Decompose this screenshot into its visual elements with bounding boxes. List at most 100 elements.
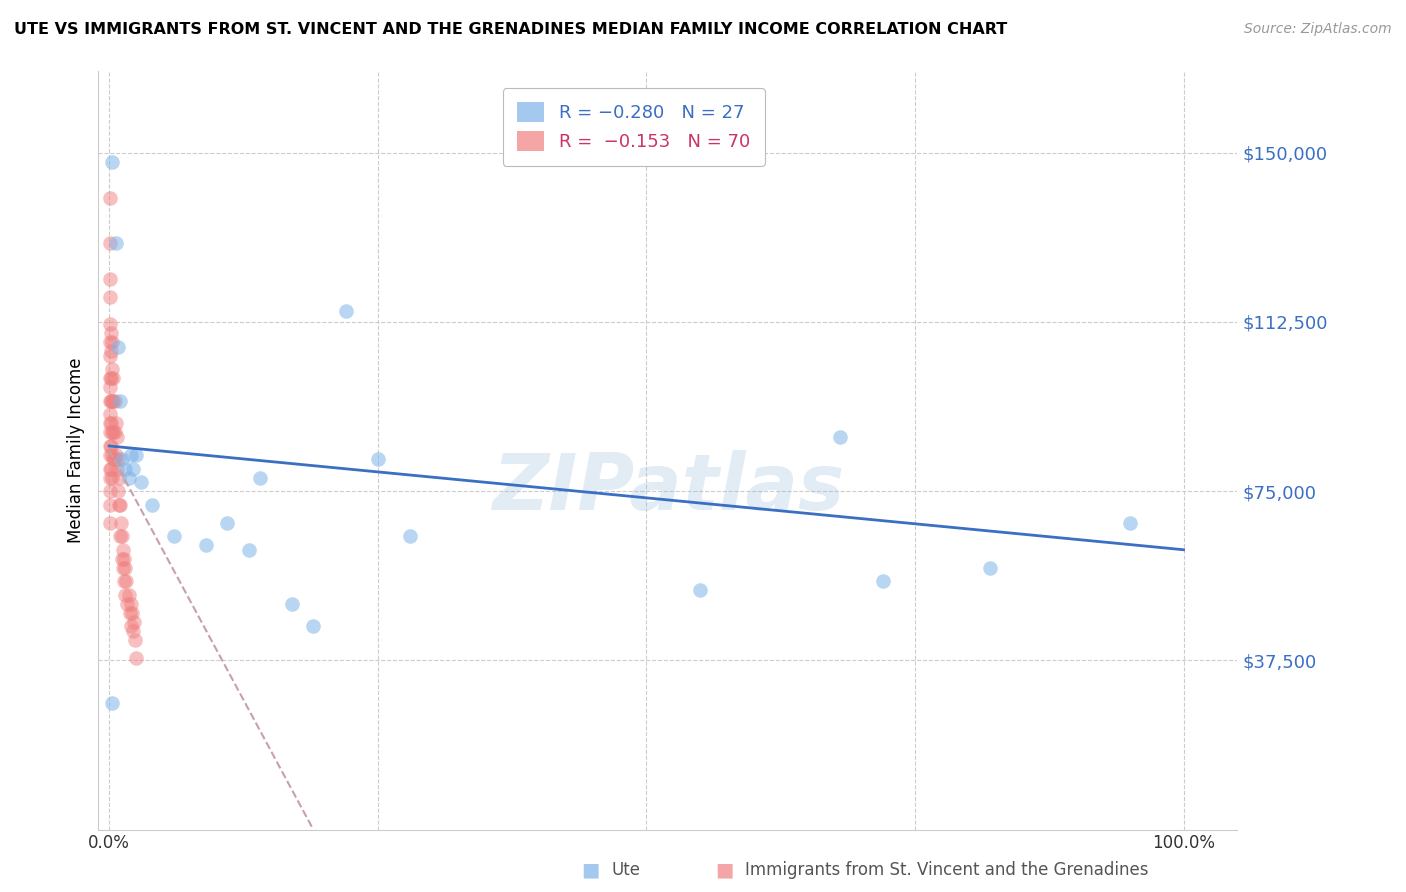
Point [103,393,125,408]
Point [98,191,121,205]
Point [98,425,121,440]
Point [872,574,894,589]
Point [101,448,124,462]
Point [103,452,125,467]
Point [367,452,389,467]
Point [98,349,121,363]
Point [98,516,121,530]
Point [103,452,125,467]
Point [125,651,148,665]
Point [108,498,131,512]
Point [118,606,141,620]
Point [101,362,124,376]
Point [98,408,121,422]
Point [101,696,124,710]
Point [98,470,121,484]
Point [98,393,121,408]
Point [114,561,136,575]
Point [103,425,125,440]
Point [103,425,125,440]
Point [302,619,325,633]
Point [98,290,121,304]
Point [120,448,142,462]
Point [125,448,148,462]
Point [141,498,163,512]
Point [103,371,125,385]
Text: Source: ZipAtlas.com: Source: ZipAtlas.com [1244,22,1392,37]
Point [108,498,131,512]
Point [100,439,122,453]
Point [104,235,127,250]
Point [98,484,121,499]
Point [117,597,139,611]
Text: ■: ■ [581,860,600,880]
Point [105,461,128,475]
Point [98,448,121,462]
Point [100,326,122,340]
Legend: R = −0.280   N = 27, R =  −0.153   N = 70: R = −0.280 N = 27, R = −0.153 N = 70 [503,88,765,166]
Point [101,425,124,440]
Point [108,470,131,484]
Point [100,417,122,431]
Point [335,303,357,318]
Point [162,529,184,543]
Point [249,470,271,484]
Text: UTE VS IMMIGRANTS FROM ST. VINCENT AND THE GRENADINES MEDIAN FAMILY INCOME CORRE: UTE VS IMMIGRANTS FROM ST. VINCENT AND T… [14,22,1007,37]
Text: Immigrants from St. Vincent and the Grenadines: Immigrants from St. Vincent and the Gren… [745,861,1149,879]
Point [112,542,135,557]
Text: Ute: Ute [612,861,641,879]
Y-axis label: Median Family Income: Median Family Income [66,358,84,543]
Point [104,448,127,462]
Point [104,417,127,431]
Point [101,470,124,484]
Point [399,529,422,543]
Text: ZIPatlas: ZIPatlas [492,450,844,526]
Point [98,335,121,350]
Point [117,588,139,602]
Point [111,452,134,467]
Point [112,561,135,575]
Point [100,393,122,408]
Point [112,551,135,566]
Point [689,583,711,598]
Point [121,461,143,475]
Point [101,154,124,169]
Point [112,574,135,589]
Point [122,615,145,629]
Point [105,430,128,444]
Point [100,371,122,385]
Point [101,335,124,350]
Point [121,606,143,620]
Point [114,461,136,475]
Point [110,516,132,530]
Point [217,516,239,530]
Point [120,597,142,611]
Point [100,461,122,475]
Point [120,619,142,633]
Point [121,624,143,638]
Point [114,588,136,602]
Point [111,551,134,566]
Point [828,430,851,444]
Point [108,529,131,543]
Point [101,393,124,408]
Point [100,344,122,359]
Point [131,475,153,489]
Point [98,317,121,331]
Point [98,498,121,512]
Point [281,597,304,611]
Point [194,538,217,552]
Point [115,574,138,589]
Point [98,235,121,250]
Point [103,393,125,408]
Point [98,417,121,431]
Point [107,452,129,467]
Point [98,371,121,385]
Point [98,439,121,453]
Point [98,380,121,394]
Point [107,484,129,499]
Point [979,561,1001,575]
Point [117,470,139,484]
Point [111,529,134,543]
Text: ■: ■ [714,860,734,880]
